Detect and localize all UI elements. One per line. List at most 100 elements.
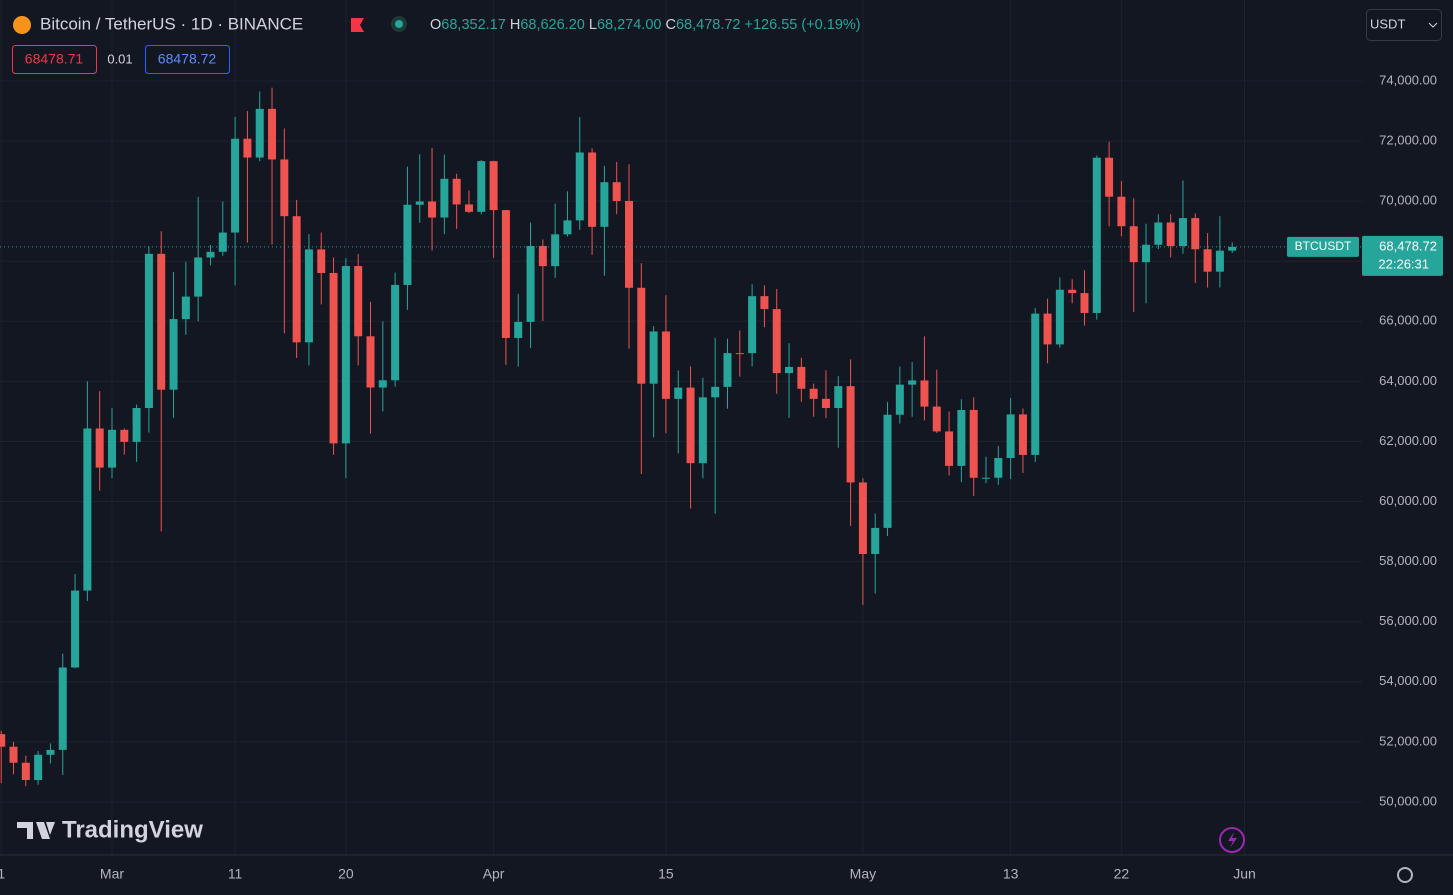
symbol-tag-label: BTCUSDT [1295,239,1352,253]
candle-body [649,331,658,384]
candle-body [957,409,966,466]
candle-body [760,296,769,310]
x-tick-label: 15 [658,866,674,882]
x-tick-label: Jun [1233,866,1256,882]
x-tick-label: May [850,866,876,882]
candle-body [46,749,55,755]
currency: USDT [1370,16,1405,31]
candle-body [428,201,437,218]
symbol-title: Bitcoin / TetherUS · 1D · BINANCE [40,14,303,33]
ohlc-key: L [589,17,597,33]
candle-body [772,309,781,374]
brand-logo [17,822,55,839]
candle-body [501,210,510,338]
candle-body [1068,289,1077,294]
candle-body [538,245,547,267]
currency-select[interactable] [1366,9,1442,41]
candle-body [157,253,166,390]
candle-body [120,429,129,442]
candle-body [391,284,400,381]
candle-body [1031,313,1040,455]
candle-body [1043,313,1052,345]
candle-body [797,366,806,389]
candle-body [304,249,313,343]
candle-body [1154,222,1163,245]
candle-body [846,386,855,483]
brand: TradingView [62,816,203,843]
y-tick-label: 58,000.00 [1379,553,1437,568]
candle-body [1228,246,1237,251]
candle-body [698,397,707,464]
candle-body [932,406,941,432]
candle-body [268,108,277,160]
candle-body [354,266,363,337]
price-tag-label: 68,478.72 [1379,238,1437,253]
candle-body [489,161,498,211]
candle-body [452,178,461,205]
flag-icon[interactable] [351,18,364,32]
candle-body [821,398,830,409]
candle-body [329,272,338,444]
candle-body [255,108,264,158]
price-tag [1362,235,1443,276]
candle-body [1178,218,1187,246]
x-tick-label: 22 [1114,866,1130,882]
y-tick-label: 74,000.00 [1379,72,1437,87]
bid-box[interactable] [12,45,97,74]
candle-body [415,201,424,205]
candle-body [858,482,867,554]
y-tick-label: 50,000.00 [1379,793,1437,808]
candle-body [551,234,560,267]
candle-body [464,204,473,212]
symbol-tag [1287,236,1359,257]
candle-body [600,182,609,227]
candle-body [1006,414,1015,459]
candle-body [661,331,670,399]
candle-body [612,182,621,201]
ohlc-value: 68,626.20 [520,17,585,33]
candle-body [231,138,240,233]
price-overlay: BTCUSDT 68,478.72 22:26:31 [0,235,1443,276]
ohlc-value: 68,478.72 [676,17,741,33]
candle-body [969,409,978,478]
candle-body [637,287,646,384]
candle-body [785,366,794,374]
candle-body [1105,157,1114,197]
candle-body [132,408,141,442]
y-tick-label: 56,000.00 [1379,613,1437,628]
y-tick-label: 60,000.00 [1379,493,1437,508]
candle-body [95,428,104,468]
candle-body [514,321,523,338]
candle-body [71,590,80,668]
dropdown-arrow [1428,22,1438,28]
flash-bolt [1228,832,1237,848]
candle-body [378,380,387,388]
candle-body [292,216,301,343]
change: +126.55 (+0.19%) [745,17,861,33]
ohlc-value: 68,274.00 [597,17,662,33]
candle-body [1080,293,1089,313]
ask-box[interactable] [145,45,230,74]
y-tick-label: 52,000.00 [1379,733,1437,748]
candle-body [994,458,1003,478]
y-tick-label: 62,000.00 [1379,433,1437,448]
candle-body [883,414,892,528]
spread: 0.01 [107,51,132,66]
settings-icon[interactable] [1397,867,1413,883]
x-tick-label: Mar [100,866,124,882]
candle-body [1191,218,1200,250]
x-tick-label: 13 [1003,866,1019,882]
candle-body [674,387,683,399]
candle-body [1018,414,1027,455]
candle-body [1129,226,1138,263]
candle-body [1203,249,1212,272]
candle-body [945,431,954,466]
candle-body [1092,157,1101,313]
candle-body [144,253,153,409]
x-tick-label: Apr [483,866,505,882]
flash-icon[interactable] [1219,827,1245,853]
candle-body [1215,250,1224,272]
